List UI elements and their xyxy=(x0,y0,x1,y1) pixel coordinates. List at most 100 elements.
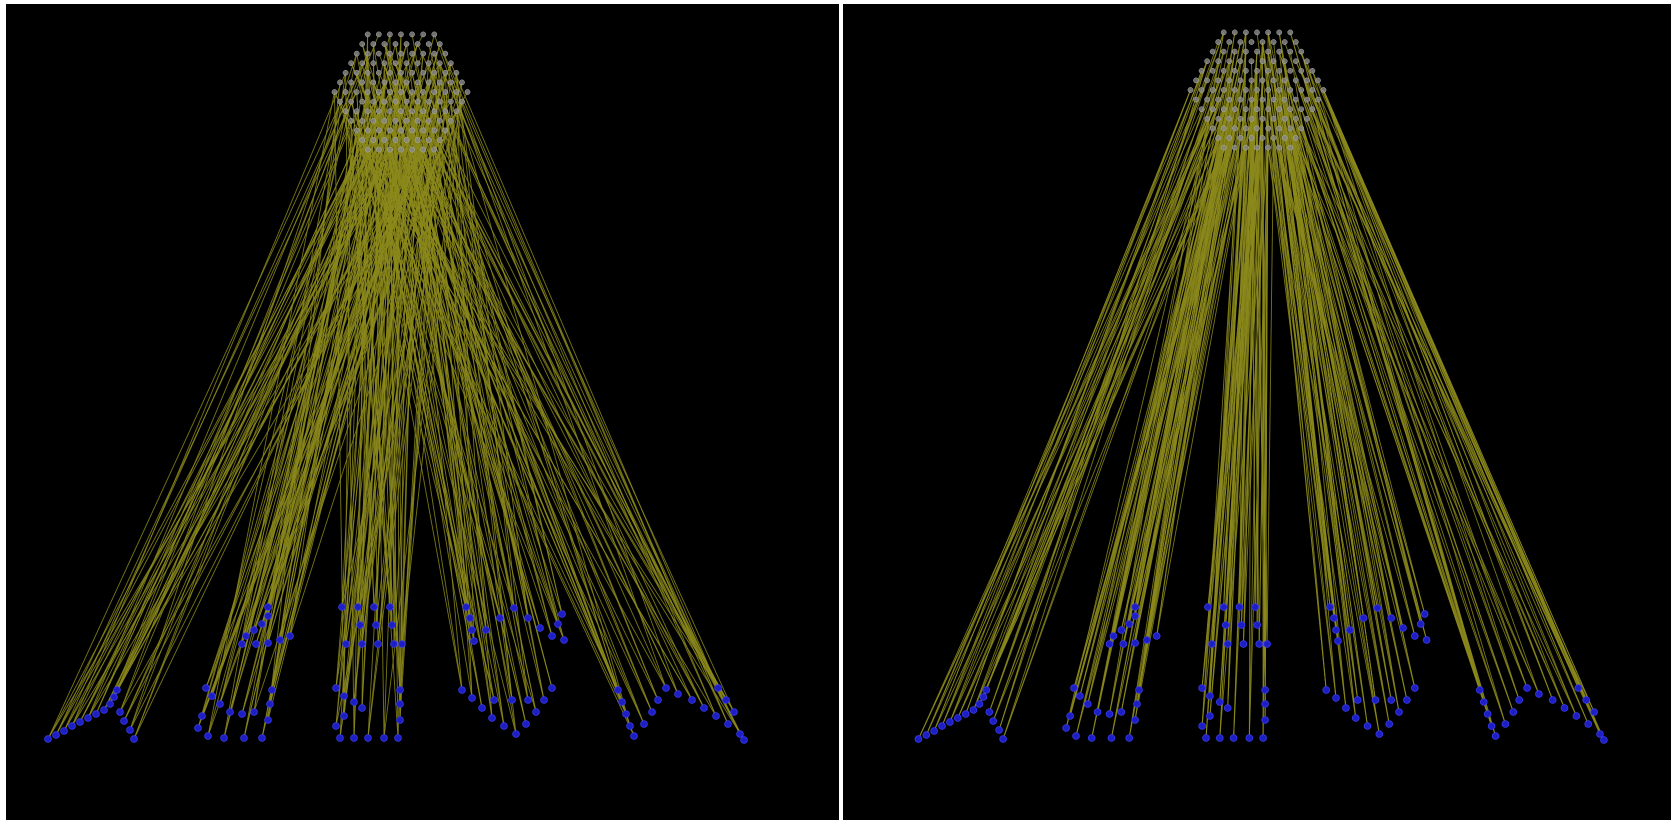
blue-circle-node xyxy=(490,696,498,704)
blue-circle-node xyxy=(202,684,210,692)
edge-line xyxy=(1248,118,1252,739)
gray-circle-node xyxy=(1237,115,1244,122)
blue-circle-node xyxy=(1198,722,1206,730)
panel-left-crossed-layout xyxy=(6,4,839,820)
gray-circle-node xyxy=(1298,125,1305,132)
edge-line xyxy=(433,149,745,741)
blue-circle-node xyxy=(238,710,246,718)
edge-line xyxy=(1138,118,1252,691)
gray-circle-node xyxy=(1204,96,1210,103)
gray-circle-node xyxy=(387,89,393,95)
gray-circle-node xyxy=(436,41,443,47)
blue-circle-node xyxy=(1125,620,1134,628)
blue-circle-node xyxy=(1223,640,1232,648)
edge-line xyxy=(1306,80,1577,717)
blue-circle-node xyxy=(1371,696,1380,704)
blue-circle-node xyxy=(266,700,274,708)
edge-line xyxy=(1138,89,1236,691)
gray-circle-node xyxy=(1298,87,1305,93)
gray-circle-node xyxy=(1209,48,1216,55)
gray-circle-node xyxy=(348,117,354,124)
blue-circle-node xyxy=(468,626,476,634)
gray-circle-node xyxy=(381,117,388,124)
edge-line xyxy=(1295,61,1589,725)
edge-line xyxy=(411,34,529,701)
gray-circle-node xyxy=(1248,58,1255,65)
blue-circle-node xyxy=(1084,700,1092,708)
gray-circle-node xyxy=(1298,67,1305,74)
blue-circle-node xyxy=(1261,686,1269,694)
gray-circle-node xyxy=(1276,67,1283,74)
gray-circle-node xyxy=(1226,58,1233,65)
blue-circle-node xyxy=(1399,624,1407,632)
blue-circle-node xyxy=(264,639,272,647)
gray-circle-node xyxy=(1243,106,1249,113)
edge-line xyxy=(411,111,653,713)
gray-circle-node xyxy=(1220,106,1227,113)
edge-line xyxy=(389,130,735,713)
edge-line xyxy=(1284,99,1408,701)
blue-circle-node xyxy=(1066,712,1074,720)
gray-circle-node xyxy=(1215,58,1222,65)
blue-circle-node xyxy=(724,720,732,728)
edge-line xyxy=(998,61,1219,731)
blue-circle-node xyxy=(1403,696,1411,704)
gray-circle-node xyxy=(1259,77,1266,84)
edge-line xyxy=(1295,80,1565,709)
blue-circle-node xyxy=(1375,730,1384,738)
gray-circle-node xyxy=(1270,39,1277,45)
gray-circle-node xyxy=(398,108,404,115)
blue-circle-node xyxy=(342,640,350,648)
gray-circle-node xyxy=(403,137,410,143)
edge-line xyxy=(949,89,1191,723)
gray-circle-node xyxy=(453,108,460,115)
blue-circle-node xyxy=(220,734,228,742)
blue-circle-node xyxy=(1600,736,1608,744)
blue-circle-node xyxy=(1410,632,1419,640)
blue-circle-node xyxy=(1410,684,1419,692)
gray-circle-node xyxy=(409,89,415,95)
edge-line xyxy=(356,91,399,739)
blue-circle-node xyxy=(396,716,404,724)
blue-circle-node xyxy=(730,708,738,716)
blue-circle-node xyxy=(332,684,340,692)
edge-line xyxy=(356,130,375,608)
edge-line xyxy=(1002,89,1214,740)
blue-circle-node xyxy=(1239,640,1248,648)
gray-circle-node xyxy=(431,69,438,76)
blue-circle-node xyxy=(394,734,402,742)
edge-line xyxy=(395,62,727,701)
gray-circle-node xyxy=(364,146,371,153)
edge-line xyxy=(992,89,1225,722)
gray-circle-node xyxy=(1292,58,1299,65)
blue-circle-node xyxy=(1119,640,1128,648)
edge-line xyxy=(1262,99,1357,719)
blue-circle-node xyxy=(1332,694,1340,702)
edge-line xyxy=(949,89,1214,723)
blue-circle-node xyxy=(76,718,84,726)
gray-circle-node xyxy=(392,41,399,47)
blue-circle-node xyxy=(1560,704,1569,712)
blue-circle-node xyxy=(252,640,260,648)
blue-circle-node xyxy=(390,640,398,648)
edge-line xyxy=(1289,128,1497,737)
gray-circle-node xyxy=(1248,135,1255,141)
gray-circle-node xyxy=(431,89,438,95)
gray-circle-node xyxy=(1281,115,1288,122)
edge-line xyxy=(411,130,645,725)
gray-circle-node xyxy=(1265,87,1271,93)
gray-circle-node xyxy=(387,69,393,76)
gray-circle-node xyxy=(387,50,393,57)
edge-line xyxy=(973,32,1225,711)
gray-circle-node xyxy=(1315,77,1321,84)
blue-circle-node xyxy=(126,726,134,734)
source-node-cluster xyxy=(1187,29,1327,151)
edge-line xyxy=(345,91,393,626)
edge-line xyxy=(1289,109,1392,619)
gray-circle-node xyxy=(420,89,427,95)
blue-circle-node xyxy=(1261,700,1269,708)
blue-circle-node xyxy=(688,696,696,704)
edge-line xyxy=(1295,118,1540,695)
gray-circle-node xyxy=(1237,77,1244,84)
blue-circle-node xyxy=(938,722,946,730)
